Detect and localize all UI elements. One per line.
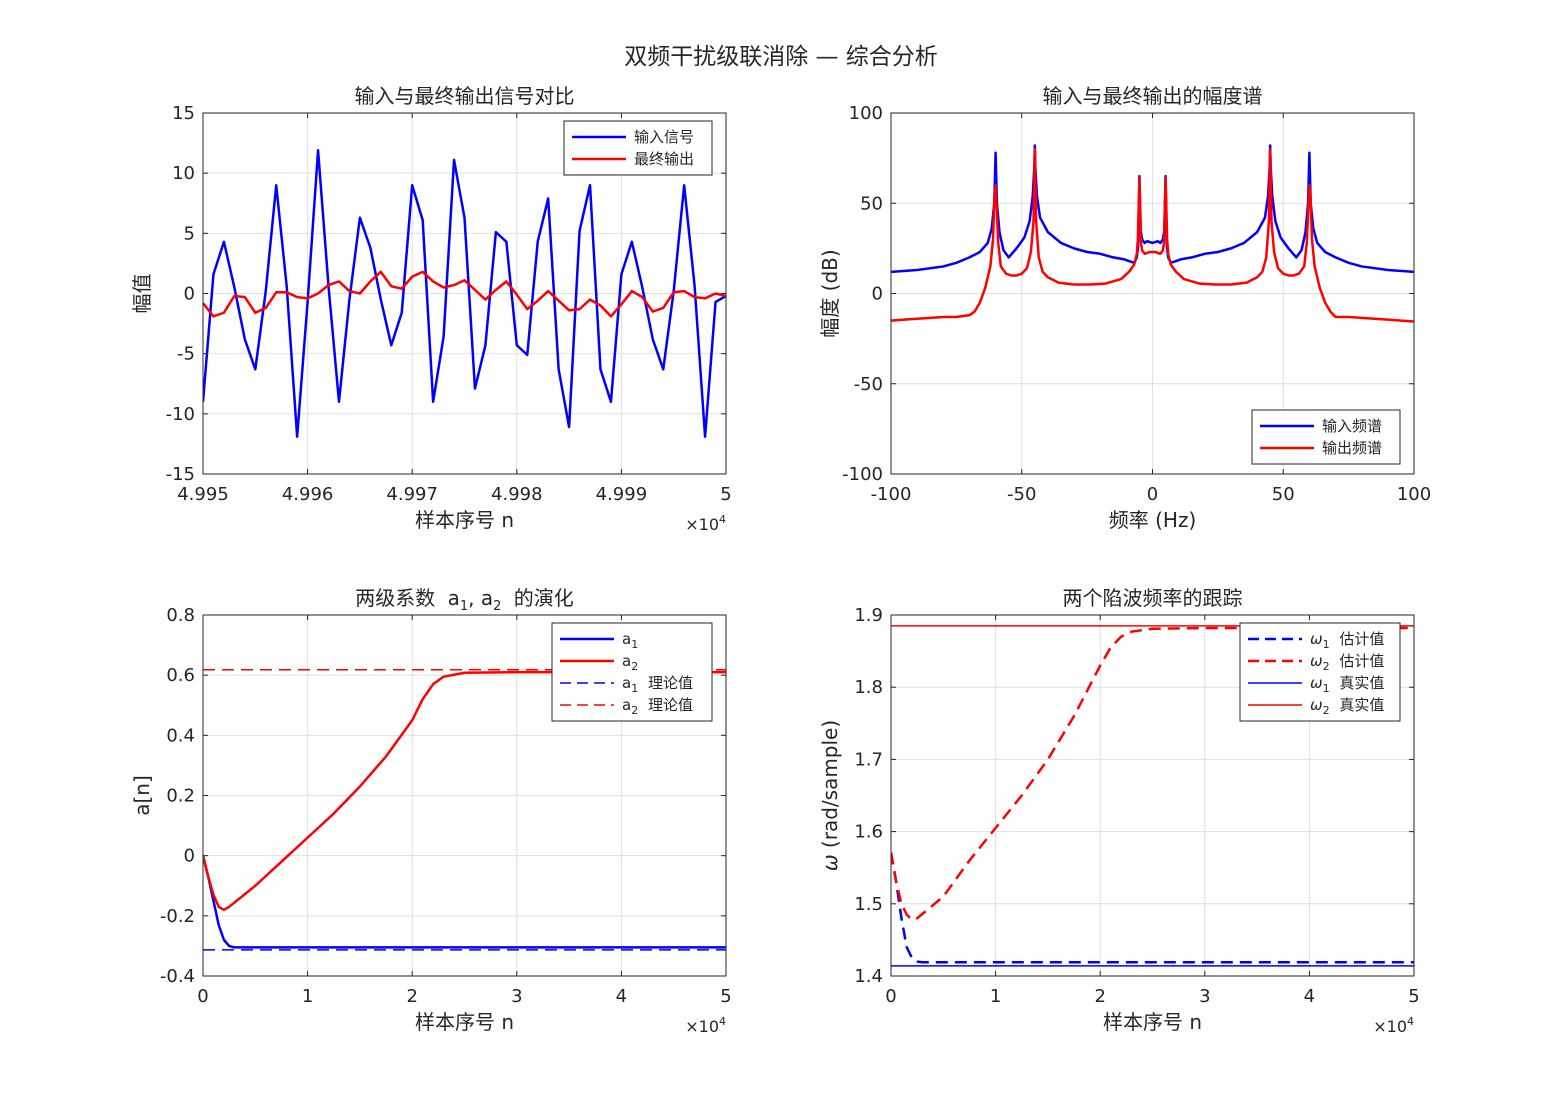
x-tick-label: 4.999 [596, 484, 648, 505]
axes-title: 输入与最终输出的幅度谱 [1043, 84, 1263, 108]
legend-entry: 输入信号 [634, 128, 694, 146]
x-axis-label: 样本序号 n [415, 1010, 514, 1034]
series-group [891, 144, 1414, 323]
y-tick-label: 0.4 [166, 725, 195, 746]
x-exponent-label: ×104 [685, 1015, 726, 1036]
series-line-1 [891, 144, 1414, 274]
y-tick-label: 0.2 [166, 786, 195, 807]
legend-entry: ω2 真实值 [1310, 696, 1384, 717]
x-tick-label: 0 [197, 986, 208, 1007]
series-line-2 [891, 147, 1414, 323]
x-tick-label: 5 [1408, 986, 1419, 1007]
y-tick-label: -10 [166, 404, 195, 425]
y-axis-label: ω (rad/sample) [818, 720, 842, 871]
x-axis-label: 样本序号 n [415, 508, 514, 532]
legend-entry: a2 理论值 [622, 696, 693, 717]
x-tick-label: 4 [1304, 986, 1315, 1007]
y-tick-label: -0.2 [160, 906, 195, 927]
x-tick-label: 4 [616, 986, 627, 1007]
y-tick-label: -100 [842, 464, 883, 485]
axes-4: 0 1 2 3 4 5 1.4 1.5 1.6 1.7 1.8 1.9 ×104 两个陷波频率的跟踪样本序… [818, 586, 1420, 1036]
x-axis-label: 频率 (Hz) [1109, 508, 1197, 532]
x-tick-label: 5 [720, 986, 731, 1007]
legend-box [563, 120, 713, 176]
x-tick-label: -50 [1007, 484, 1036, 505]
series-group [203, 149, 726, 438]
x-axis-label: 样本序号 n [1103, 1010, 1202, 1034]
x-tick-label: -100 [871, 484, 912, 505]
series-line-2 [203, 270, 726, 318]
x-tick-label: 0 [885, 986, 896, 1007]
legend-entry: a2 [622, 652, 638, 673]
axes-title: 两个陷波频率的跟踪 [1063, 586, 1243, 610]
x-tick-label: 2 [1094, 986, 1105, 1007]
y-tick-label: 1.6 [854, 822, 883, 843]
y-tick-label: 0 [184, 284, 195, 305]
x-tick-label: 1 [990, 986, 1001, 1007]
y-tick-label: -0.4 [160, 966, 195, 987]
x-tick-label: 5 [720, 484, 731, 505]
y-tick-label: 0 [872, 284, 883, 305]
legend-entry: a1 理论值 [622, 674, 693, 695]
series-line-2 [891, 626, 1414, 921]
axes-frame [890, 614, 1415, 977]
y-tick-label: 5 [184, 223, 195, 244]
series-line-2 [203, 670, 726, 912]
axes-title: 输入与最终输出信号对比 [355, 84, 575, 108]
y-tick-label: 0.8 [166, 605, 195, 626]
x-tick-label: 100 [1397, 484, 1431, 505]
legend-entry: 输入频谱 [1322, 417, 1382, 435]
legend-entry: a1 [622, 630, 638, 651]
x-exponent-label: ×104 [685, 513, 726, 534]
y-tick-label: 0.6 [166, 665, 195, 686]
legend-entry: ω2 估计值 [1310, 652, 1384, 673]
series-line-1 [203, 149, 726, 438]
y-tick-label: -15 [166, 464, 195, 485]
series-line-1 [203, 855, 726, 949]
axes-3: 0 1 2 3 4 5 -0.4 -0.2 0 0.2 0.4 0.6 0.8 ×104 两级系数 a1, … [130, 586, 732, 1036]
figure-title: 双频干扰级联消除 — 综合分析 [624, 44, 938, 70]
x-tick-label: 2 [406, 986, 417, 1007]
y-tick-label: 1.5 [854, 894, 883, 915]
y-tick-label: 0 [184, 846, 195, 867]
y-tick-label: 100 [849, 103, 883, 124]
x-tick-label: 4.995 [177, 484, 229, 505]
y-axis-label: 幅值 [130, 274, 154, 314]
series-group [203, 669, 726, 951]
axes-title: 两级系数 a1, a2 的演化 [355, 586, 574, 614]
y-axis-label: 幅度 (dB) [818, 249, 842, 337]
x-exponent-label: ×104 [1373, 1015, 1414, 1036]
y-tick-label: 1.9 [854, 605, 883, 626]
legend-entry: 最终输出 [634, 150, 694, 168]
x-tick-label: 3 [1199, 986, 1210, 1007]
legend-entry: ω1 真实值 [1310, 674, 1384, 695]
x-tick-label: 4.998 [491, 484, 543, 505]
axes-1: 4.995 4.996 4.997 4.998 4.999 5 -15 -10 -5 0 5 10 15… [130, 84, 732, 534]
y-tick-label: 1.8 [854, 677, 883, 698]
y-tick-label: 50 [860, 193, 883, 214]
y-tick-label: 10 [172, 163, 195, 184]
legend-entry: 输出频谱 [1322, 439, 1382, 457]
series-line-1 [891, 852, 1414, 964]
y-tick-label: 15 [172, 103, 195, 124]
x-tick-label: 1 [302, 986, 313, 1007]
x-tick-label: 50 [1272, 484, 1295, 505]
legend-entry: ω1 估计值 [1310, 630, 1384, 651]
y-tick-label: -50 [854, 374, 883, 395]
x-tick-label: 4.997 [386, 484, 438, 505]
x-tick-label: 3 [511, 986, 522, 1007]
y-tick-label: 1.4 [854, 966, 883, 987]
y-axis-label: a[n] [130, 775, 154, 816]
x-tick-label: 4.996 [282, 484, 334, 505]
y-tick-label: -5 [177, 344, 195, 365]
legend-box [1251, 409, 1401, 465]
x-tick-label: 0 [1147, 484, 1158, 505]
axes-2: -100 -50 0 50 100 -100 -50 0 50 100 输入与最终输出的幅度谱频率 … [818, 84, 1431, 532]
y-tick-label: 1.7 [854, 749, 883, 770]
